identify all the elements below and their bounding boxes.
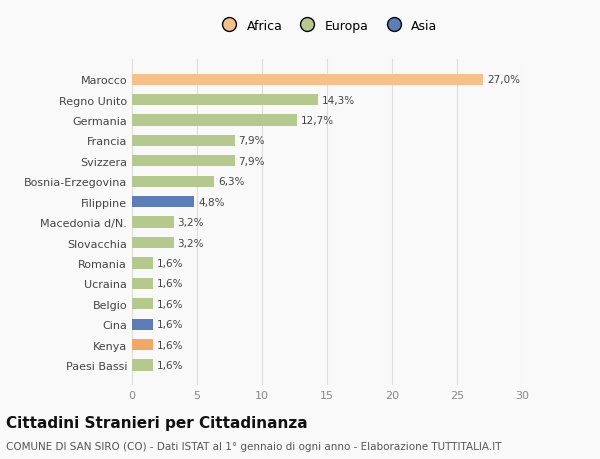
Text: Cittadini Stranieri per Cittadinanza: Cittadini Stranieri per Cittadinanza [6, 415, 308, 431]
Text: 1,6%: 1,6% [157, 340, 183, 350]
Text: 27,0%: 27,0% [487, 75, 520, 85]
Bar [132, 258, 153, 269]
Bar [132, 176, 214, 187]
Text: 6,3%: 6,3% [218, 177, 244, 187]
Bar [132, 298, 153, 310]
Text: 1,6%: 1,6% [157, 360, 183, 370]
Bar [132, 278, 153, 289]
Text: 1,6%: 1,6% [157, 319, 183, 330]
Bar [132, 319, 153, 330]
Text: 1,6%: 1,6% [157, 279, 183, 289]
Text: 12,7%: 12,7% [301, 116, 334, 126]
Bar [132, 74, 483, 86]
Bar [132, 339, 153, 350]
Text: 1,6%: 1,6% [157, 258, 183, 269]
Text: 1,6%: 1,6% [157, 299, 183, 309]
Text: 4,8%: 4,8% [198, 197, 225, 207]
Bar [132, 115, 297, 126]
Text: 3,2%: 3,2% [178, 238, 204, 248]
Text: 14,3%: 14,3% [322, 95, 355, 106]
Bar [132, 95, 318, 106]
Bar [132, 196, 194, 208]
Bar [132, 217, 173, 228]
Bar [132, 359, 153, 371]
Text: 7,9%: 7,9% [239, 157, 265, 167]
Text: COMUNE DI SAN SIRO (CO) - Dati ISTAT al 1° gennaio di ogni anno - Elaborazione T: COMUNE DI SAN SIRO (CO) - Dati ISTAT al … [6, 441, 502, 451]
Bar [132, 135, 235, 147]
Legend: Africa, Europa, Asia: Africa, Europa, Asia [214, 17, 440, 35]
Bar [132, 156, 235, 167]
Bar [132, 237, 173, 249]
Text: 3,2%: 3,2% [178, 218, 204, 228]
Text: 7,9%: 7,9% [239, 136, 265, 146]
